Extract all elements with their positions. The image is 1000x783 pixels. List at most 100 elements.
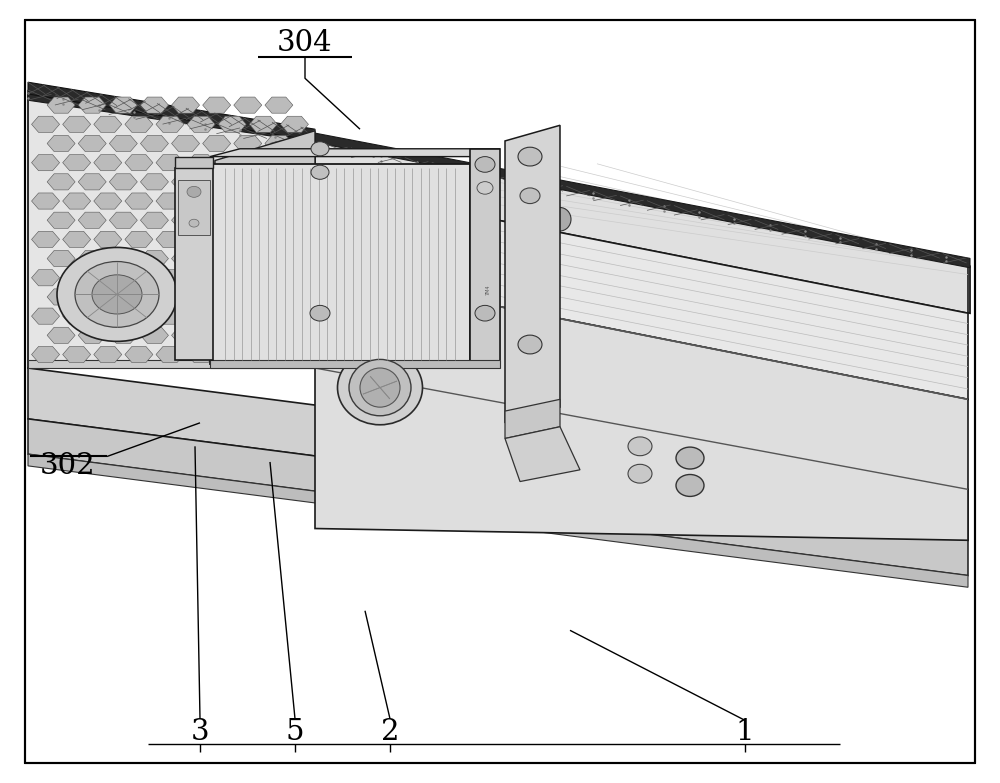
Circle shape [520,188,540,204]
Circle shape [310,305,330,321]
Polygon shape [187,231,215,247]
Polygon shape [47,289,75,305]
Polygon shape [94,116,122,132]
Polygon shape [94,269,122,286]
Polygon shape [249,269,277,286]
Ellipse shape [549,207,571,231]
Polygon shape [94,231,122,247]
Text: 1: 1 [736,718,754,746]
Polygon shape [172,97,200,114]
Polygon shape [32,193,60,209]
Polygon shape [125,308,153,324]
Circle shape [187,186,201,197]
Text: 5: 5 [286,718,304,746]
Polygon shape [178,180,210,235]
Polygon shape [203,251,231,267]
Polygon shape [47,251,75,267]
Polygon shape [140,174,168,190]
Polygon shape [28,360,315,368]
Polygon shape [94,346,122,363]
Text: 302: 302 [40,452,96,480]
Polygon shape [249,308,277,324]
Polygon shape [63,269,91,286]
Polygon shape [78,135,106,152]
Polygon shape [78,212,106,229]
Circle shape [518,335,542,354]
Polygon shape [125,154,153,171]
Polygon shape [234,174,262,190]
Circle shape [676,447,704,469]
Polygon shape [203,212,231,229]
Polygon shape [234,212,262,229]
Polygon shape [32,154,60,171]
Polygon shape [140,251,168,267]
Polygon shape [47,174,75,190]
Ellipse shape [349,359,411,416]
Polygon shape [280,308,308,324]
Polygon shape [156,116,184,132]
Circle shape [475,305,495,321]
Polygon shape [28,368,968,540]
Circle shape [311,165,329,179]
Polygon shape [280,154,308,171]
Polygon shape [315,141,970,313]
Polygon shape [32,308,60,324]
Text: 304: 304 [277,29,333,57]
Polygon shape [156,193,184,209]
Polygon shape [265,327,293,344]
Polygon shape [187,269,215,286]
Circle shape [676,474,704,496]
Polygon shape [125,346,153,363]
Polygon shape [140,97,168,114]
Polygon shape [187,346,215,363]
Polygon shape [140,135,168,152]
Polygon shape [47,135,75,152]
Polygon shape [215,131,315,364]
Polygon shape [249,193,277,209]
Polygon shape [78,97,106,114]
Circle shape [475,157,495,172]
Polygon shape [28,94,315,368]
Polygon shape [63,308,91,324]
Polygon shape [172,289,200,305]
Polygon shape [63,154,91,171]
Polygon shape [28,82,315,141]
Polygon shape [280,346,308,363]
Polygon shape [218,308,246,324]
Polygon shape [172,212,200,229]
Polygon shape [78,289,106,305]
Polygon shape [63,193,91,209]
Polygon shape [32,346,60,363]
Polygon shape [265,212,293,229]
Polygon shape [234,97,262,114]
Polygon shape [203,327,231,344]
Polygon shape [265,97,293,114]
Polygon shape [78,174,106,190]
Polygon shape [47,212,75,229]
Polygon shape [210,149,500,157]
Polygon shape [109,289,137,305]
Polygon shape [172,251,200,267]
Polygon shape [505,427,580,482]
Polygon shape [175,157,213,168]
Polygon shape [32,231,60,247]
Polygon shape [249,154,277,171]
Polygon shape [203,289,231,305]
Polygon shape [234,327,262,344]
Polygon shape [156,269,184,286]
Polygon shape [94,154,122,171]
Circle shape [477,182,493,194]
Polygon shape [156,231,184,247]
Polygon shape [28,90,970,268]
Polygon shape [470,149,500,364]
Polygon shape [203,174,231,190]
Polygon shape [280,193,308,209]
Polygon shape [187,116,215,132]
Polygon shape [32,116,60,132]
Polygon shape [156,154,184,171]
Text: 7M4: 7M4 [486,284,491,294]
Polygon shape [265,289,293,305]
Circle shape [92,275,142,314]
Text: 3: 3 [191,718,209,746]
Polygon shape [249,231,277,247]
